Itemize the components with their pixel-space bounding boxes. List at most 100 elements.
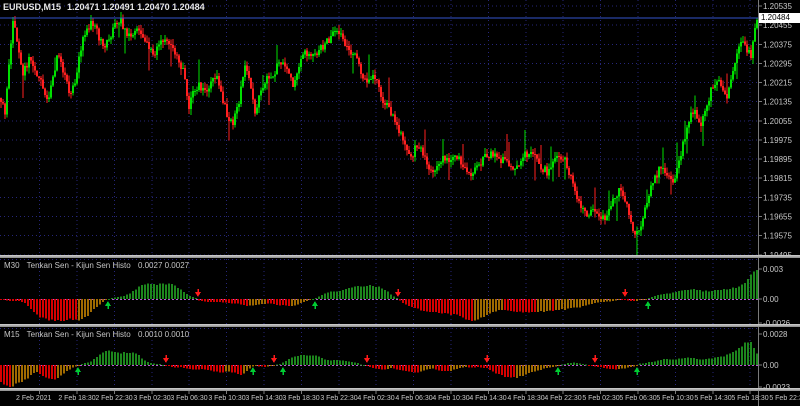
histogram-bar bbox=[333, 291, 335, 299]
histogram-bar bbox=[288, 299, 290, 306]
pane-separator[interactable] bbox=[0, 255, 800, 258]
candle-body bbox=[506, 158, 508, 161]
candlestick-layer bbox=[0, 12, 758, 255]
candle-body bbox=[530, 152, 532, 155]
histogram-bar bbox=[657, 295, 659, 299]
candle-body bbox=[288, 68, 290, 74]
histogram-bar bbox=[744, 342, 746, 365]
histogram-bar bbox=[240, 365, 242, 375]
histogram-bar bbox=[396, 365, 398, 370]
candle-body bbox=[564, 157, 566, 160]
histogram-bar bbox=[201, 365, 203, 370]
histogram-bar bbox=[741, 284, 743, 299]
histogram-bar bbox=[651, 296, 653, 299]
histogram-bar bbox=[0, 299, 2, 300]
histogram-bar bbox=[225, 299, 227, 303]
histogram-bar bbox=[414, 365, 416, 373]
histogram-bar bbox=[717, 357, 719, 365]
histogram-bar bbox=[399, 299, 401, 301]
candle-body bbox=[166, 39, 168, 41]
histogram-bar bbox=[195, 365, 197, 370]
histogram-bar bbox=[54, 365, 56, 380]
histogram-bar bbox=[282, 299, 284, 305]
histogram-bar bbox=[750, 342, 752, 365]
histogram-bar bbox=[732, 287, 734, 299]
candle-body bbox=[36, 70, 38, 77]
histogram-bar bbox=[435, 365, 437, 370]
indicator-axis-label: -0.0023 bbox=[763, 383, 791, 392]
candle-body bbox=[148, 41, 150, 50]
candle-body bbox=[726, 94, 728, 99]
candle-body bbox=[522, 157, 524, 162]
time-axis-label: 3 Feb 02:30 bbox=[133, 395, 170, 402]
candle-body bbox=[346, 45, 348, 47]
pane-separator[interactable] bbox=[0, 324, 800, 327]
histogram-bar bbox=[276, 299, 278, 305]
candle-body bbox=[694, 110, 696, 115]
candle-body bbox=[178, 55, 180, 63]
histogram-bar bbox=[477, 299, 479, 320]
histogram-bar bbox=[219, 299, 221, 303]
candle-body bbox=[588, 215, 590, 217]
histogram-bar bbox=[18, 365, 20, 383]
histogram-bar bbox=[282, 362, 284, 365]
candle-body bbox=[590, 210, 592, 216]
candle-body bbox=[702, 115, 704, 127]
candle-body bbox=[324, 43, 326, 50]
candle-body bbox=[408, 149, 410, 154]
histogram-bar bbox=[591, 299, 593, 305]
histogram-bar bbox=[57, 365, 59, 378]
histogram-bar bbox=[561, 299, 563, 309]
sell-arrow-stem bbox=[397, 289, 399, 292]
histogram-bar bbox=[351, 362, 353, 365]
candle-body bbox=[684, 138, 686, 142]
histogram-bar bbox=[726, 289, 728, 299]
candle-body bbox=[472, 173, 474, 176]
sell-arrow-head bbox=[163, 358, 169, 363]
histogram-bar bbox=[27, 365, 29, 379]
histogram-bar bbox=[489, 365, 491, 371]
histogram-bar bbox=[735, 350, 737, 365]
candle-body bbox=[476, 165, 478, 168]
candle-body bbox=[14, 21, 16, 28]
candle-body bbox=[648, 196, 650, 204]
candle-body bbox=[424, 155, 426, 157]
time-axis-label: 2 Feb 18:30 bbox=[58, 395, 95, 402]
candle-body bbox=[252, 88, 254, 100]
candle-body bbox=[92, 20, 94, 27]
histogram-bar bbox=[735, 288, 737, 299]
histogram-bar bbox=[627, 299, 629, 301]
histogram-bar bbox=[204, 299, 206, 302]
histogram-bar bbox=[540, 365, 542, 371]
histogram-bar bbox=[96, 356, 98, 365]
candle-body bbox=[656, 175, 658, 178]
histogram-bar bbox=[198, 365, 200, 370]
histogram-bar bbox=[327, 292, 329, 299]
histogram-bar bbox=[504, 299, 506, 310]
histogram-bar bbox=[711, 358, 713, 365]
histogram-bar bbox=[126, 352, 128, 365]
candle-body bbox=[406, 144, 408, 150]
pane-separator[interactable] bbox=[0, 388, 800, 391]
candle-body bbox=[682, 141, 684, 156]
candle-body bbox=[268, 75, 270, 79]
candle-body bbox=[366, 78, 368, 83]
histogram-bar bbox=[609, 365, 611, 370]
histogram-bar bbox=[561, 364, 563, 366]
histogram-bar bbox=[36, 365, 38, 373]
candle-body bbox=[526, 151, 528, 158]
histogram-bar bbox=[39, 299, 41, 318]
histogram-bar bbox=[135, 289, 137, 299]
candle-body bbox=[604, 215, 606, 221]
histogram-bar bbox=[483, 299, 485, 317]
candle-body bbox=[234, 113, 236, 126]
candle-body bbox=[746, 44, 748, 53]
histogram-bar bbox=[36, 299, 38, 315]
candle-body bbox=[600, 216, 602, 219]
candle-body bbox=[732, 70, 734, 80]
histogram-bar bbox=[534, 365, 536, 372]
candle-body bbox=[184, 67, 186, 80]
time-axis-label: 5 Feb 18:30 bbox=[731, 395, 768, 402]
histogram-bar bbox=[51, 299, 53, 320]
